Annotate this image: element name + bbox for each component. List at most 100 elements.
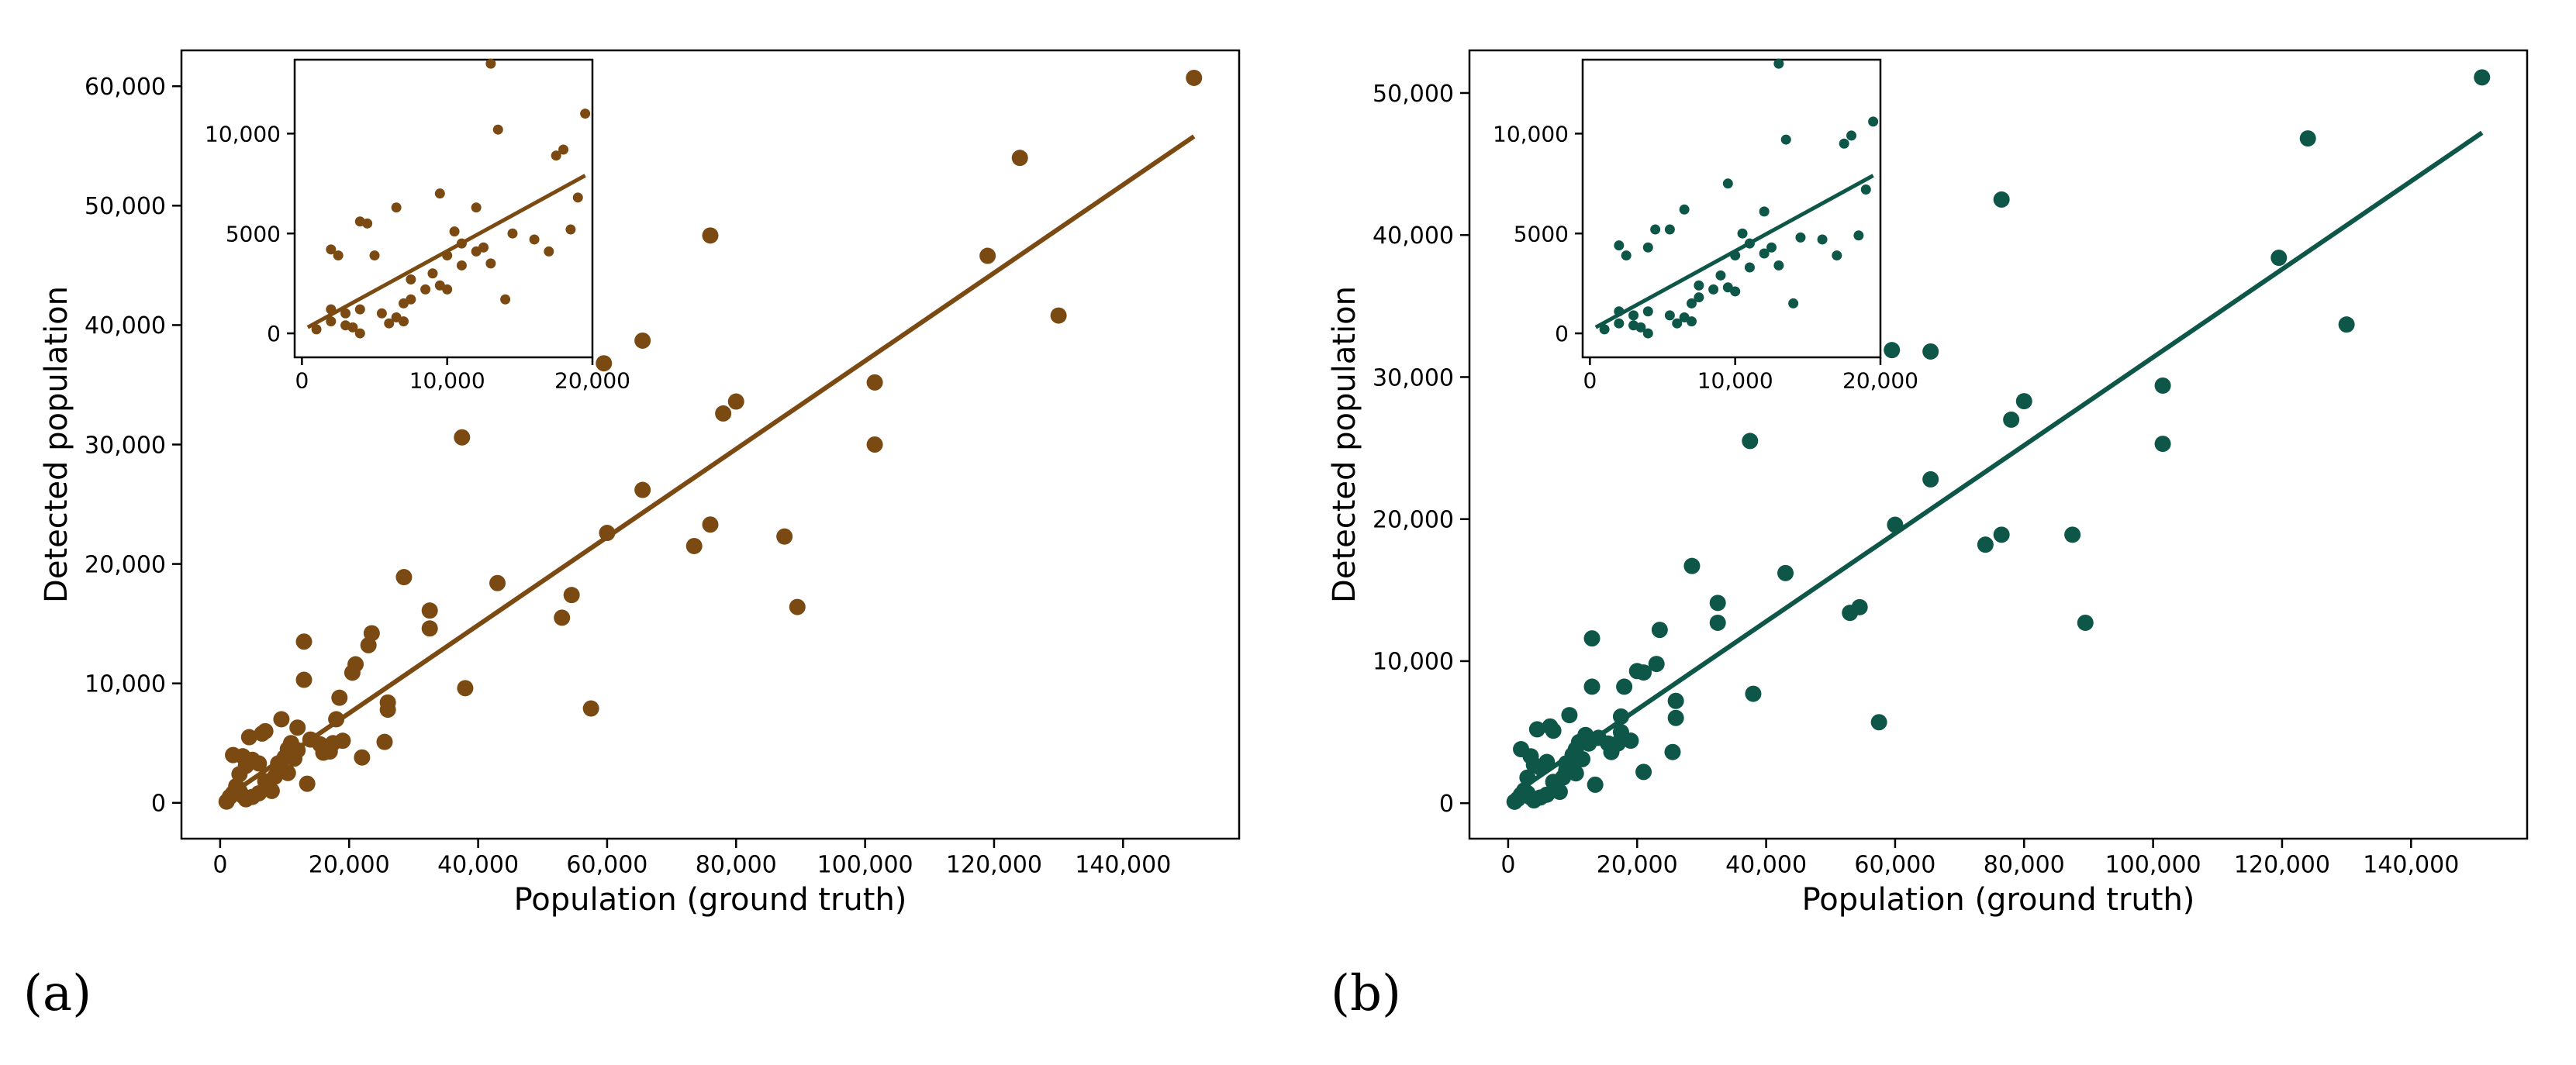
data-point	[715, 405, 732, 422]
inset-data-point	[1839, 138, 1849, 149]
inset-data-point	[449, 226, 460, 237]
data-point	[1993, 191, 2010, 208]
inset-data-point	[340, 308, 351, 319]
data-point	[263, 782, 280, 799]
y-tick-label: 20,000	[85, 551, 166, 578]
data-point	[1050, 307, 1067, 324]
inset-data-point	[565, 224, 576, 235]
data-point	[1887, 516, 1904, 533]
data-point	[1993, 526, 2010, 543]
data-point	[563, 587, 580, 604]
x-tick-label: 120,000	[946, 852, 1042, 879]
x-axis-title: Population (ground truth)	[514, 882, 907, 918]
data-point	[634, 332, 651, 349]
x-tick-label: 80,000	[1984, 852, 2065, 879]
inset-data-point	[369, 250, 380, 261]
data-point	[289, 719, 306, 736]
data-point	[1709, 614, 1726, 631]
data-point	[1667, 692, 1684, 709]
inset-data-point	[1614, 306, 1625, 317]
inset-data-point	[1744, 262, 1755, 273]
data-point	[379, 701, 396, 719]
y-tick-label: 0	[1439, 791, 1454, 818]
data-point	[254, 725, 271, 742]
y-tick-label: 40,000	[1373, 222, 1454, 250]
inset-data-point	[1868, 116, 1879, 127]
inset-data-point	[1694, 292, 1704, 303]
data-point	[2077, 614, 2094, 631]
data-point	[234, 788, 251, 805]
inset-data-point	[1780, 134, 1791, 145]
inset-data-point	[1817, 234, 1828, 245]
inset-data-point	[1773, 260, 1784, 271]
inset-data-point	[507, 228, 518, 239]
inset-data-point	[471, 246, 482, 257]
fit-line	[1513, 130, 2484, 795]
inset-y-tick-label: 10,000	[1493, 121, 1569, 146]
data-point	[295, 633, 313, 650]
y-tick-label: 20,000	[1373, 507, 1454, 534]
inset-data-point	[1846, 130, 1857, 141]
y-tick-label: 30,000	[1373, 364, 1454, 391]
inset-data-point	[384, 318, 395, 329]
data-point	[1709, 595, 1726, 612]
data-point	[225, 746, 242, 763]
inset-data-point	[406, 294, 416, 305]
inset-data-point	[442, 284, 453, 295]
data-point	[1745, 685, 1762, 702]
inset-data-point	[326, 244, 337, 255]
data-point	[1561, 707, 1578, 724]
inset-y-tick-label: 10,000	[205, 121, 281, 146]
data-point	[1538, 786, 1556, 803]
data-point	[1587, 776, 1604, 793]
inset-data-point	[1642, 306, 1653, 317]
data-point	[273, 711, 290, 728]
data-point	[727, 393, 744, 410]
inset-data-point	[1730, 286, 1741, 297]
inset-data-point	[1614, 240, 1625, 251]
inset-x-tick-label: 20,000	[1842, 367, 1918, 393]
data-point	[354, 749, 371, 766]
x-tick-label: 120,000	[2234, 852, 2330, 879]
data-point	[421, 620, 438, 637]
y-tick-label: 50,000	[1373, 81, 1454, 108]
x-tick-label: 40,000	[1725, 852, 1807, 879]
data-point	[1922, 343, 1939, 360]
data-point	[1777, 564, 1794, 581]
y-tick-label: 10,000	[85, 670, 166, 698]
data-point	[1603, 743, 1620, 760]
data-point	[1628, 663, 1645, 680]
data-point	[582, 700, 599, 717]
inset-data-point	[1664, 224, 1675, 235]
x-tick-label: 20,000	[1597, 852, 1678, 879]
data-point	[1583, 678, 1601, 695]
inset-x-tick-label: 10,000	[1697, 367, 1773, 393]
inset-data-point	[1664, 310, 1675, 321]
data-point	[1542, 718, 1559, 735]
data-point	[1519, 769, 1536, 786]
data-point	[1648, 656, 1665, 673]
data-point	[315, 744, 332, 761]
inset-data-point	[544, 246, 554, 257]
inset-data-point	[376, 308, 387, 319]
data-point	[457, 680, 474, 697]
data-point	[334, 732, 351, 750]
inset-y-tick-label: 0	[267, 321, 281, 346]
data-point	[1651, 622, 1668, 639]
inset-data-point	[354, 328, 365, 339]
panel-label-b: (b)	[1331, 965, 1401, 1022]
scatter-chart-b: 0 20,000 40,000 60,000 80,000 100,000 120,000 1…	[1327, 49, 2529, 918]
inset-data-point	[456, 238, 467, 249]
data-point	[1011, 150, 1028, 167]
data-point	[634, 481, 651, 498]
inset-data-point	[1744, 238, 1755, 249]
x-tick-label: 100,000	[2105, 852, 2201, 879]
x-tick-label: 140,000	[1075, 852, 1171, 879]
inset-data-point	[1860, 184, 1871, 195]
inset-data-point	[1853, 230, 1864, 241]
inset-data-point	[1621, 250, 1632, 261]
inset-y-tick-label: 5000	[226, 221, 281, 246]
data-point	[1612, 708, 1629, 725]
data-point	[866, 374, 883, 391]
